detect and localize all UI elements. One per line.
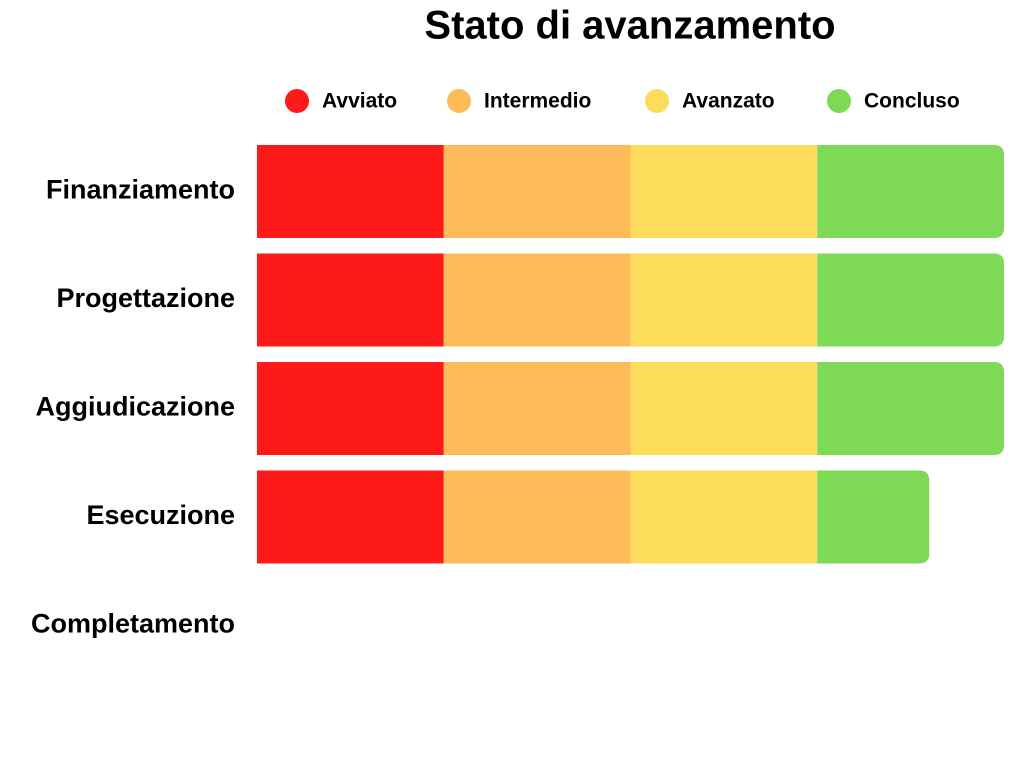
bar-segment: [817, 362, 1004, 455]
y-tick-label: Aggiudicazione: [35, 392, 235, 422]
bar-segment: [630, 470, 818, 564]
y-tick-label: Finanziamento: [46, 175, 235, 205]
chart-title: Stato di avanzamento: [424, 4, 835, 48]
legend-label: Intermedio: [484, 90, 591, 113]
y-tick-label: Esecuzione: [86, 500, 235, 530]
legend-label: Avviato: [322, 90, 397, 113]
legend-label: Avanzato: [682, 90, 775, 113]
bar-segment: [257, 145, 444, 238]
legend-marker: [447, 89, 471, 113]
bar-segment: [443, 145, 631, 238]
bar-segment: [630, 362, 818, 455]
bar-segment: [817, 145, 1004, 238]
bar-segment: [257, 470, 444, 564]
bar-segment: [630, 145, 818, 238]
bar-segment: [630, 253, 818, 347]
bar-segment: [443, 470, 631, 564]
bar-segment: [443, 362, 631, 455]
legend-marker: [827, 89, 851, 113]
bar-segment: [817, 470, 930, 564]
bar-segment: [817, 253, 1004, 347]
y-tick-label: Progettazione: [56, 283, 235, 313]
bar-segment: [257, 362, 444, 455]
legend-marker: [285, 89, 309, 113]
bar-segment: [443, 253, 631, 347]
bar-segment: [257, 253, 444, 347]
legend-label: Concluso: [864, 90, 960, 113]
y-tick-label: Completamento: [31, 609, 235, 639]
legend-marker: [645, 89, 669, 113]
